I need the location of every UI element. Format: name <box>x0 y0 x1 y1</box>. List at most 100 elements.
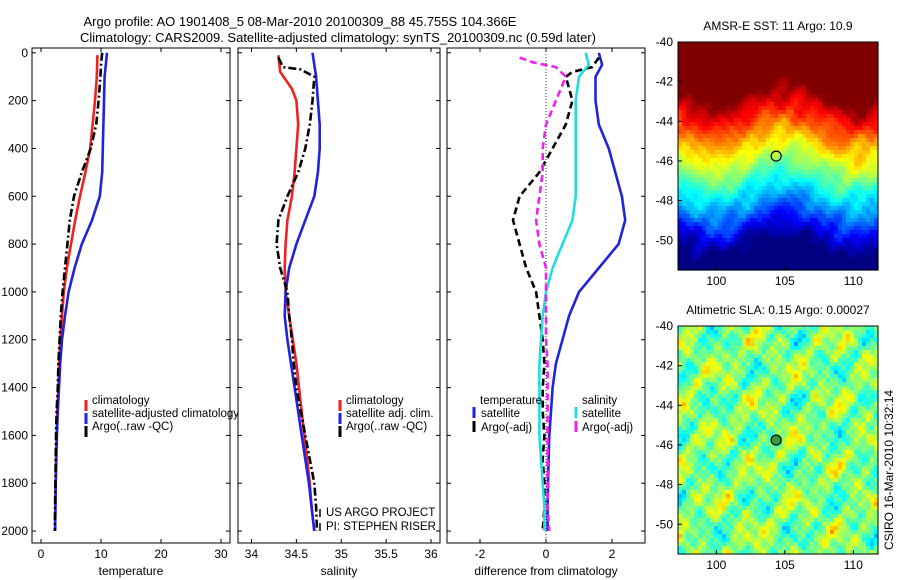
map-cell <box>874 422 879 427</box>
map-cell <box>774 214 779 219</box>
map-cell <box>814 74 819 79</box>
map-cell <box>766 90 771 95</box>
map-cell <box>790 366 795 371</box>
map-cell <box>702 422 707 427</box>
map-cell <box>838 254 843 259</box>
map-cell <box>686 370 691 375</box>
map-cell <box>770 46 775 51</box>
map-cell <box>842 350 847 355</box>
map-cell <box>874 210 879 215</box>
map-cell <box>786 66 791 71</box>
map-cell <box>822 466 827 471</box>
map-cell <box>754 374 759 379</box>
map-cell <box>798 246 803 251</box>
map-cell <box>846 74 851 79</box>
map-cell <box>706 410 711 415</box>
map-cell <box>726 62 731 67</box>
map-cell <box>834 218 839 223</box>
map-cell <box>858 470 863 475</box>
map-cell <box>686 382 691 387</box>
map-cell <box>706 246 711 251</box>
map-cell <box>686 194 691 199</box>
map-cell <box>774 370 779 375</box>
map-cell <box>730 46 735 51</box>
series-line-argo-adj--salinity <box>519 56 568 532</box>
map-cell <box>742 94 747 99</box>
map-cell <box>690 406 695 411</box>
map-cell <box>802 470 807 475</box>
map-cell <box>702 438 707 443</box>
map-cell <box>714 146 719 151</box>
map-cell <box>770 250 775 255</box>
map-cell <box>726 94 731 99</box>
map-cell <box>682 42 687 47</box>
map-cell <box>702 250 707 255</box>
map-cell <box>766 46 771 51</box>
map-cell <box>794 174 799 179</box>
map-cell <box>714 78 719 83</box>
map-cell <box>866 86 871 91</box>
map-cell <box>762 222 767 227</box>
map-cell <box>778 442 783 447</box>
map-cell <box>770 210 775 215</box>
map-cell <box>790 150 795 155</box>
map-cell <box>814 158 819 163</box>
map-cell <box>822 130 827 135</box>
map-cell <box>854 82 859 87</box>
map-cell <box>746 414 751 419</box>
map-cell <box>862 222 867 227</box>
map-cell <box>754 66 759 71</box>
map-cell <box>678 70 683 75</box>
map-cell <box>750 466 755 471</box>
map-cell <box>838 178 843 183</box>
map-cell <box>826 390 831 395</box>
map-cell <box>842 42 847 47</box>
map-cell <box>690 430 695 435</box>
map-cell <box>738 186 743 191</box>
map-cell <box>842 214 847 219</box>
map-cell <box>678 246 683 251</box>
map-cell <box>854 398 859 403</box>
map-cell <box>834 414 839 419</box>
map-cell <box>810 106 815 111</box>
map-cell <box>830 102 835 107</box>
map-cell <box>758 478 763 483</box>
map-cell <box>862 430 867 435</box>
map-cell <box>694 374 699 379</box>
map-cell <box>786 222 791 227</box>
map-cell <box>814 362 819 367</box>
map-cell <box>766 402 771 407</box>
map-cell <box>838 142 843 147</box>
map-cell <box>866 442 871 447</box>
map-cell <box>758 222 763 227</box>
map-cell <box>678 118 683 123</box>
map-cell <box>722 190 727 195</box>
map-cell <box>722 326 727 331</box>
map-cell <box>702 402 707 407</box>
map-cell <box>762 146 767 151</box>
map-cell <box>710 222 715 227</box>
map-cell <box>866 210 871 215</box>
map-cell <box>790 478 795 483</box>
map-cell <box>718 202 723 207</box>
map-cell <box>722 262 727 267</box>
map-cell <box>834 134 839 139</box>
map-cell <box>706 174 711 179</box>
map-cell <box>830 94 835 99</box>
map-cell <box>838 138 843 143</box>
map-cell <box>850 46 855 51</box>
map-cell <box>778 46 783 51</box>
map-cell <box>734 250 739 255</box>
map-cell <box>818 426 823 431</box>
map-cell <box>710 98 715 103</box>
map-cell <box>838 414 843 419</box>
map-cell <box>754 382 759 387</box>
map-cell <box>754 378 759 383</box>
map-cell <box>690 390 695 395</box>
map-cell <box>694 186 699 191</box>
map-cell <box>866 430 871 435</box>
map-cell <box>782 466 787 471</box>
map-cell <box>842 66 847 71</box>
map-cell <box>766 382 771 387</box>
map-cell <box>798 110 803 115</box>
